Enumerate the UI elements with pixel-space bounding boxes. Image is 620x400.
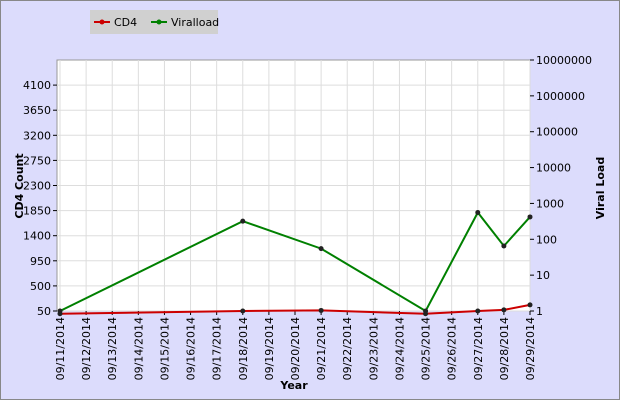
x-tick-label: 09/27/2014 [472, 317, 485, 380]
left-tick-label: 4100 [23, 79, 51, 92]
right-tick-label: 1000 [536, 197, 564, 210]
left-tick-label: 1850 [23, 205, 51, 218]
x-axis-ticks: 09/11/2014 09/12/2014 09/13/2014 09/14/2014… [54, 311, 537, 380]
right-tick-label: 1000000 [536, 90, 585, 103]
legend: CD4 Viralload [90, 10, 219, 34]
left-tick-label: 3650 [23, 104, 51, 117]
legend-label-cd4: CD4 [114, 16, 137, 29]
legend-marker-viralload [156, 19, 162, 25]
data-point-cd4 [475, 308, 481, 314]
y-axis-right-label: Viral Load [594, 157, 607, 219]
legend-item-viralload: Viralload [151, 16, 219, 29]
data-point-viralload [318, 246, 324, 252]
x-tick-label: 09/20/2014 [289, 317, 302, 380]
series-layer [57, 209, 533, 317]
left-tick-label: 50 [37, 305, 51, 318]
x-tick-label: 09/22/2014 [341, 317, 354, 380]
x-tick-label: 09/28/2014 [498, 317, 511, 380]
left-tick-label: 2750 [23, 154, 51, 167]
x-axis-label: Year [279, 379, 308, 392]
legend-item-cd4: CD4 [94, 16, 137, 29]
x-tick-label: 09/15/2014 [158, 317, 171, 380]
x-tick-label: 09/18/2014 [237, 317, 250, 380]
left-axis-ticks: 50 500 950 1400 1850 2300 2750 3200 3650 4100 [23, 79, 57, 318]
x-tick-label: 09/19/2014 [263, 317, 276, 380]
left-tick-label: 1400 [23, 230, 51, 243]
data-point-cd4 [318, 307, 324, 313]
x-tick-label: 09/16/2014 [185, 317, 198, 380]
x-tick-label: 09/21/2014 [315, 317, 328, 380]
right-tick-label: 1 [536, 305, 543, 318]
right-tick-label: 100000 [536, 126, 578, 139]
x-tick-label: 09/24/2014 [393, 317, 406, 380]
data-point-viralload [527, 214, 533, 220]
right-tick-label: 10000 [536, 162, 571, 175]
data-point-cd4 [501, 307, 507, 313]
legend-marker-cd4 [99, 19, 105, 25]
data-point-viralload [475, 209, 481, 215]
left-tick-label: 500 [30, 280, 51, 293]
x-tick-label: 09/26/2014 [446, 317, 459, 380]
left-tick-label: 2300 [23, 180, 51, 193]
x-tick-label: 09/25/2014 [420, 317, 433, 380]
gridlines [57, 60, 531, 312]
x-tick-label: 09/12/2014 [80, 317, 93, 380]
left-tick-label: 950 [30, 255, 51, 268]
x-tick-label: 09/13/2014 [106, 317, 119, 380]
x-tick-label: 09/14/2014 [132, 317, 145, 380]
x-tick-label: 09/23/2014 [367, 317, 380, 380]
x-tick-label: 09/17/2014 [211, 317, 224, 380]
right-tick-label: 10 [536, 269, 550, 282]
left-tick-label: 3200 [23, 129, 51, 142]
legend-label-viralload: Viralload [171, 16, 219, 29]
right-tick-label: 100 [536, 233, 557, 246]
right-axis-ticks: 1 10 100 1000 10000 100000 1000000 10000000 [530, 54, 592, 318]
data-point-cd4 [240, 308, 246, 314]
y-axis-left-label: CD4 Count [13, 153, 26, 218]
data-point-viralload [501, 243, 507, 249]
data-point-viralload [57, 308, 63, 314]
data-point-viralload [423, 308, 429, 314]
data-point-viralload [240, 218, 246, 224]
right-tick-label: 10000000 [536, 54, 592, 67]
data-point-cd4 [527, 302, 533, 308]
x-tick-label: 09/29/2014 [524, 317, 537, 380]
x-tick-label: 09/11/2014 [54, 317, 67, 380]
